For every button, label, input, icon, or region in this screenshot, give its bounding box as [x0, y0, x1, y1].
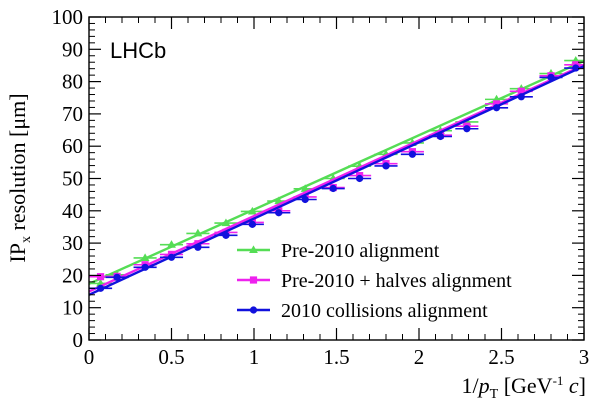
data-point: [96, 273, 105, 281]
data-point: [141, 263, 149, 271]
x-axis-title-sup: -1: [553, 373, 564, 388]
y-tick-label: 50: [62, 167, 83, 191]
data-point: [463, 125, 471, 133]
data-point: [194, 243, 202, 251]
data-point: [96, 284, 105, 292]
x-axis-title: 1/pT [GeV-1 c]: [462, 373, 587, 402]
data-point: [492, 104, 501, 112]
x-tick-label: 0.5: [158, 345, 184, 369]
legend-entry-1: Pre-2010 + halves alignment: [237, 270, 512, 292]
x-tick-label: 1.5: [323, 345, 349, 369]
data-point: [492, 100, 501, 108]
data-point: [167, 253, 176, 261]
x-axis-title-sub: T: [490, 387, 499, 402]
legend: Pre-2010 alignment Pre-2010 + halves alig…: [237, 240, 512, 322]
y-tick-label: 100: [52, 5, 84, 29]
data-point: [382, 162, 390, 170]
data-point: [356, 174, 364, 183]
x-axis-title-unit: c: [569, 373, 579, 398]
y-tick-label: 60: [62, 134, 83, 158]
x-tick-label: 2: [414, 345, 425, 369]
y-tick-label: 90: [62, 37, 83, 61]
y-axis-title-suffix: resolution [μm]: [5, 93, 30, 236]
legend-label: Pre-2010 + halves alignment: [281, 270, 512, 292]
data-point: [274, 196, 284, 205]
y-tick-label: 0: [73, 328, 84, 352]
data-point: [247, 206, 257, 215]
series-2: [88, 64, 585, 296]
data-point: [300, 184, 310, 192]
y-tick-label: 70: [62, 102, 83, 126]
data-point: [221, 218, 231, 227]
legend-marker: [249, 306, 258, 314]
legend-entry-2: 2010 collisions alignment: [237, 300, 488, 322]
legend-marker: [249, 276, 258, 284]
legend-marker: [249, 245, 258, 253]
data-point: [436, 132, 445, 141]
y-tick-label: 30: [62, 231, 83, 255]
y-tick-label: 10: [62, 296, 83, 320]
data-point: [517, 87, 525, 95]
y-axis-title: IPx resolution [μm]: [5, 93, 34, 262]
data-point: [140, 253, 150, 261]
data-point: [167, 240, 176, 248]
data-point: [248, 220, 256, 228]
data-point: [517, 93, 525, 101]
x-tick-label: 0: [84, 345, 95, 369]
data-point: [275, 209, 283, 217]
plot-content: [88, 56, 585, 296]
x-axis-title-bracket: [GeV: [498, 373, 552, 398]
y-tick-label: 40: [62, 199, 83, 223]
x-tick-label: 2.5: [488, 345, 514, 369]
data-point: [572, 64, 580, 72]
y-axis-title-sub: x: [19, 236, 34, 243]
x-tick-label: 1: [249, 345, 260, 369]
x-axis-title-var: p: [477, 373, 490, 398]
data-point: [547, 73, 555, 82]
legend-entry-0: Pre-2010 alignment: [237, 240, 440, 262]
data-point: [113, 273, 121, 281]
x-tick-label: 3: [579, 345, 590, 369]
legend-label: 2010 collisions alignment: [281, 300, 488, 322]
data-point: [193, 228, 203, 237]
data-point: [408, 150, 416, 158]
data-point: [301, 195, 309, 204]
y-tick-label: 20: [62, 263, 83, 287]
data-point: [329, 184, 337, 193]
legend-label: Pre-2010 alignment: [281, 240, 440, 262]
data-point: [222, 231, 230, 239]
x-axis-title-prefix: 1/: [462, 373, 480, 398]
x-axis-title-close: ]: [579, 373, 586, 398]
y-axis-title-prefix: IP: [5, 243, 30, 263]
lhcb-label: LHCb: [110, 38, 166, 63]
y-tick-label: 80: [62, 70, 83, 94]
axis-ticks: 0 10 20 30 40 50 60 70 80 90 100 0 0.5 1 1.5 2 2.5 3: [52, 5, 590, 369]
